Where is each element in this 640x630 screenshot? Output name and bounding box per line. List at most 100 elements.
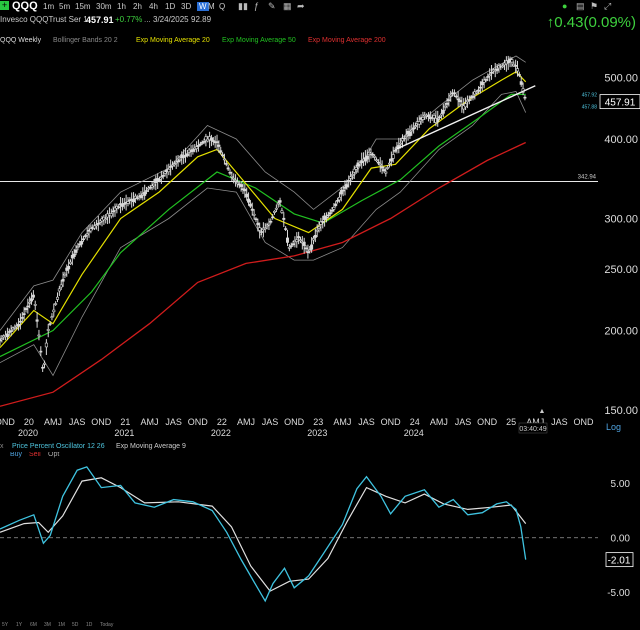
price-candle: [514, 65, 518, 67]
legend-ema200[interactable]: Exp Moving Average 200: [308, 37, 386, 44]
x-month-label: AMJ: [237, 417, 255, 427]
indicator-icon[interactable]: ƒ: [254, 1, 260, 11]
price-candle: [132, 198, 136, 203]
x-month-label: JAS: [358, 417, 375, 427]
close-icon[interactable]: x: [0, 443, 4, 450]
timeframe-1h[interactable]: 1h: [117, 2, 126, 11]
price-candle: [477, 89, 481, 92]
log-toggle: Log: [606, 422, 621, 432]
legend-ema50[interactable]: Exp Moving Average 50: [222, 37, 296, 44]
osc-y-tick-label: 5.00: [611, 479, 631, 490]
bid-label: 457.92: [582, 93, 598, 99]
price-candle: [5, 333, 9, 338]
price-candle: [39, 350, 43, 353]
x-month-label: AMJ: [430, 417, 448, 427]
bollinger-upper-band: [0, 55, 526, 331]
range-5d[interactable]: 5D: [72, 622, 79, 628]
timeframe-q[interactable]: Q: [219, 2, 226, 11]
price-candle: [302, 241, 306, 246]
draw-icon[interactable]: ✎: [268, 1, 276, 11]
legend-symbol[interactable]: QQQ Weekly: [0, 37, 42, 44]
price-candle: [211, 140, 215, 142]
price-candle: [83, 235, 87, 237]
osc-y-tick-label: 0.00: [611, 534, 631, 545]
legend-ema20[interactable]: Exp Moving Average 20: [136, 37, 210, 44]
price-candle: [460, 104, 464, 106]
flag-icon[interactable]: ⚑: [590, 1, 599, 11]
price-candle: [93, 225, 97, 229]
range-today[interactable]: Today: [100, 622, 114, 628]
timeframe-5m[interactable]: 5m: [59, 2, 71, 11]
price-candle: [417, 121, 421, 125]
price-candle: [222, 158, 226, 161]
share-icon[interactable]: ➦: [297, 1, 305, 11]
price-candle: [22, 313, 26, 315]
legend-signal[interactable]: Exp Moving Average 9: [116, 443, 186, 450]
legend-bollinger[interactable]: Bollinger Bands 20 2: [53, 37, 118, 44]
trade-button-buy[interactable]: Buy: [10, 452, 23, 458]
x-year-label: 2023: [307, 428, 327, 438]
price-candle: [254, 218, 258, 221]
price-candle: [400, 138, 404, 142]
price-candle: [15, 325, 19, 328]
price-candle: [438, 116, 442, 119]
timeframe-3d[interactable]: 3D: [181, 2, 192, 11]
price-candle: [256, 222, 260, 226]
y-tick-label: 200.00: [604, 326, 638, 338]
timeframe-4h[interactable]: 4h: [149, 2, 158, 11]
x-month-label: 23: [313, 417, 323, 427]
price-candle: [46, 329, 50, 331]
price-candle: [462, 105, 466, 110]
price-candle: [345, 184, 349, 188]
price-candle: [98, 220, 102, 223]
price-candle: [354, 167, 358, 170]
price-candle: [388, 162, 392, 165]
price-candle: [449, 94, 453, 97]
alert-icon[interactable]: ●: [562, 1, 568, 11]
x-month-label: JAS: [262, 417, 279, 427]
range-5y[interactable]: 5Y: [2, 622, 9, 628]
symbol-field[interactable]: QQQ: [12, 0, 38, 12]
range-6m[interactable]: 6M: [30, 622, 37, 628]
price-candle: [234, 180, 238, 182]
trade-button-sell[interactable]: Sell: [29, 452, 41, 458]
price-candle: [258, 227, 262, 231]
price-candle: [31, 294, 35, 298]
price-candle: [426, 114, 430, 117]
legend-ppo[interactable]: Price Percent Oscillator 12 26: [12, 443, 105, 450]
add-symbol-icon[interactable]: +: [0, 0, 9, 10]
timeframe-15m[interactable]: 15m: [75, 2, 91, 11]
timeframe-1m[interactable]: 1m: [43, 2, 55, 11]
layout-icon[interactable]: ▦: [283, 1, 292, 11]
price-candle: [263, 227, 267, 230]
price-candle: [475, 91, 479, 94]
timeframe-30m[interactable]: 30m: [96, 2, 112, 11]
change-amount-pct: (0.09%): [583, 14, 636, 31]
timeframe-2h[interactable]: 2h: [133, 2, 142, 11]
price-candle: [287, 247, 291, 249]
range-1m[interactable]: 1M: [58, 622, 65, 628]
timeframe-1d[interactable]: 1D: [165, 2, 176, 11]
timeframe-m[interactable]: M: [208, 2, 215, 11]
candle-type-icon[interactable]: ▮▮: [238, 1, 248, 11]
range-3m[interactable]: 3M: [44, 622, 51, 628]
price-candle: [24, 308, 28, 311]
price-candle: [243, 189, 247, 192]
price-candle: [308, 249, 312, 252]
price-candle: [349, 176, 353, 179]
oscillator-chart[interactable]: 5.00 0.00 -5.00 -2.01 Buy Sell Opt: [0, 452, 640, 618]
range-1d[interactable]: 1D: [86, 622, 93, 628]
timeframe-w[interactable]: W: [197, 2, 209, 11]
last-price-label: 457.91: [605, 98, 636, 109]
range-1y[interactable]: 1Y: [16, 622, 23, 628]
price-candle: [289, 245, 293, 247]
grid-icon[interactable]: ▤: [576, 1, 585, 11]
x-month-label: OND: [91, 417, 112, 427]
price-candle: [337, 197, 341, 201]
price-chart[interactable]: 500.00 400.00 300.00 250.00 200.00 150.00 342.…: [0, 0, 640, 440]
expand-icon[interactable]: ⤢: [604, 1, 612, 11]
trade-button-opt[interactable]: Opt: [48, 452, 59, 458]
price-candle: [389, 158, 393, 162]
x-month-label: OND: [188, 417, 209, 427]
price-candle: [226, 167, 230, 170]
